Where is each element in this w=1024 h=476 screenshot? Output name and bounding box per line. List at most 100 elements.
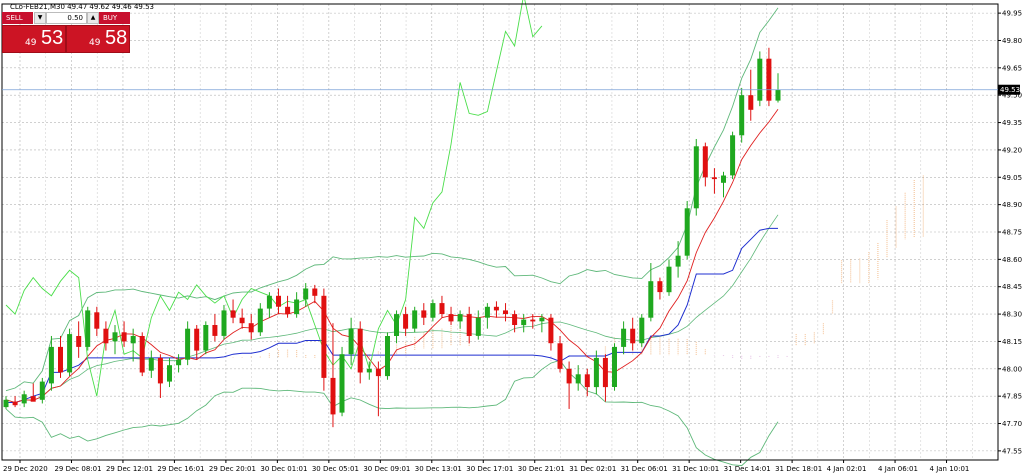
candle-body bbox=[321, 295, 327, 378]
axes: 49.95 49.80 49.65 49.50 49.35 49.20 49.05 48.90… bbox=[1, 3, 1022, 473]
candle-body bbox=[366, 368, 372, 373]
candle-body bbox=[312, 288, 318, 296]
current-price-label-bg bbox=[998, 84, 1020, 95]
candle-body bbox=[711, 177, 717, 180]
y-tick-label: 48.60 bbox=[1002, 256, 1022, 264]
x-tick-label: 30 Dec 01:01 bbox=[260, 465, 307, 473]
lot-increase-button[interactable]: ▲ bbox=[87, 12, 99, 24]
x-tick-label: 29 Dec 20:01 bbox=[209, 465, 256, 473]
candle-body bbox=[230, 310, 236, 318]
candle-body bbox=[385, 336, 390, 377]
y-tick-label: 47.55 bbox=[1002, 447, 1022, 455]
candle-body bbox=[512, 314, 518, 325]
sell-price-prefix: 49 bbox=[25, 38, 37, 48]
candle-body bbox=[730, 135, 736, 176]
candle-body bbox=[721, 175, 726, 183]
candle-body bbox=[593, 357, 599, 388]
candle-body bbox=[421, 310, 427, 318]
y-tick-label: 49.35 bbox=[1002, 119, 1022, 127]
candle-body bbox=[394, 314, 399, 336]
moving-average-line bbox=[5, 109, 779, 403]
candle-body bbox=[693, 146, 699, 209]
x-tick-label: 30 Dec 09:01 bbox=[363, 465, 410, 473]
candles bbox=[3, 47, 781, 428]
x-tick-label: 31 Dec 10:01 bbox=[672, 465, 719, 473]
candle-body bbox=[566, 368, 572, 384]
buy-price-prefix: 49 bbox=[89, 38, 101, 48]
candle-body bbox=[121, 332, 127, 342]
candle-body bbox=[39, 381, 45, 400]
y-tick-label: 49.65 bbox=[1002, 64, 1022, 72]
indicators bbox=[5, 0, 779, 467]
candle-body bbox=[430, 303, 436, 318]
candle-body bbox=[439, 303, 445, 314]
candle-body bbox=[103, 328, 109, 344]
candle-body bbox=[675, 255, 681, 267]
candle-body bbox=[375, 368, 381, 377]
candle-body bbox=[539, 317, 545, 322]
x-tick-label: 31 Dec 18:01 bbox=[775, 465, 822, 473]
candle-body bbox=[666, 266, 672, 293]
candle-body bbox=[639, 317, 645, 344]
kijun-line bbox=[6, 227, 778, 403]
x-tick-label: 29 Dec 16:01 bbox=[157, 465, 204, 473]
y-tick-label: 48.15 bbox=[1002, 338, 1022, 346]
candle-body bbox=[194, 328, 200, 351]
candle-body bbox=[466, 314, 472, 336]
candle-body bbox=[602, 357, 608, 388]
candle-body bbox=[185, 328, 191, 360]
candle-body bbox=[257, 308, 263, 333]
buy-button[interactable]: BUY bbox=[99, 12, 130, 24]
candle-body bbox=[139, 336, 145, 373]
y-tick-label: 48.90 bbox=[1002, 201, 1022, 209]
y-tick-label: 48.00 bbox=[1002, 365, 1022, 373]
sell-button[interactable]: SELL bbox=[2, 12, 33, 24]
candle-body bbox=[303, 288, 309, 300]
candle-body bbox=[85, 310, 91, 347]
candle-body bbox=[266, 295, 272, 309]
x-tick-label: 30 Dec 05:01 bbox=[312, 465, 359, 473]
lot-decrease-button[interactable]: ▼ bbox=[34, 12, 46, 24]
y-tick-label: 47.70 bbox=[1002, 420, 1022, 428]
candle-body bbox=[212, 325, 218, 336]
x-tick-label: 30 Dec 17:01 bbox=[466, 465, 513, 473]
x-tick-label: 29 Dec 08:01 bbox=[54, 465, 101, 473]
current-price-label: 49.53 bbox=[1000, 86, 1020, 94]
lot-size-input[interactable]: 0.50 bbox=[46, 12, 87, 24]
candle-body bbox=[48, 346, 54, 384]
candle-body bbox=[557, 343, 563, 369]
candle-body bbox=[339, 354, 345, 413]
x-tick-label: 29 Dec 2020 bbox=[3, 465, 48, 473]
x-tick-label: 31 Dec 02:01 bbox=[569, 465, 616, 473]
candle-body bbox=[30, 396, 36, 402]
buy-price-button[interactable]: 49 58 bbox=[66, 25, 130, 53]
y-tick-label: 49.50 bbox=[1002, 92, 1022, 100]
candle-body bbox=[748, 95, 754, 110]
chikou-line bbox=[5, 0, 543, 397]
y-tick-label: 49.05 bbox=[1002, 174, 1022, 182]
candle-body bbox=[239, 317, 245, 324]
candle-body bbox=[448, 314, 454, 322]
candle-body bbox=[130, 336, 136, 344]
candle-body bbox=[248, 323, 254, 333]
candle-body bbox=[403, 314, 409, 329]
candle-body bbox=[148, 357, 154, 371]
y-tick-label: 48.75 bbox=[1002, 229, 1022, 237]
candle-body bbox=[521, 319, 527, 326]
sell-price-button[interactable]: 49 53 bbox=[2, 25, 66, 53]
symbol-title: CLo-FEB21,M30 49.47 49.62 49.46 49.53 bbox=[10, 3, 154, 11]
candle-body bbox=[3, 399, 9, 408]
candle-body bbox=[348, 328, 354, 355]
candle-body bbox=[575, 374, 581, 384]
candle-body bbox=[94, 312, 100, 329]
candle-body bbox=[157, 357, 163, 384]
candle-body bbox=[530, 319, 536, 322]
candle-body bbox=[67, 334, 73, 373]
candle-body bbox=[621, 328, 627, 347]
candle-body bbox=[493, 306, 499, 311]
candle-body bbox=[167, 365, 172, 382]
x-tick-label: 4 Jan 02:01 bbox=[827, 465, 867, 473]
x-tick-label: 31 Dec 06:01 bbox=[621, 465, 668, 473]
